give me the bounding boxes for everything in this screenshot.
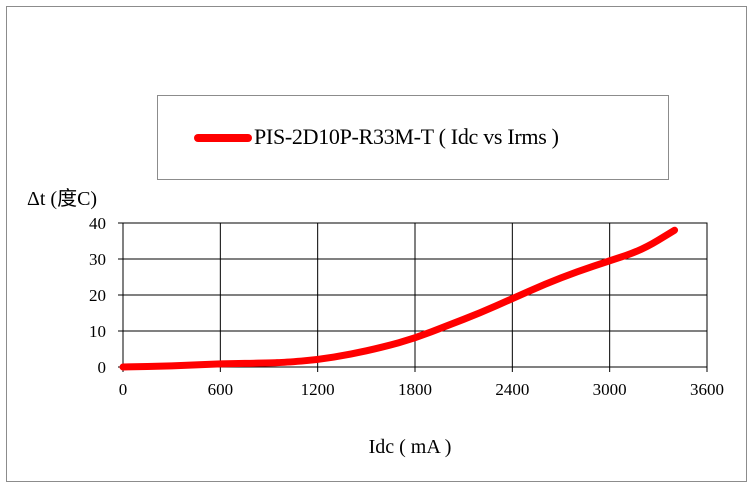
x-tick-label: 0 bbox=[119, 380, 128, 399]
series-line bbox=[119, 226, 679, 371]
x-axis-label: Idc ( mA ) bbox=[368, 436, 452, 458]
chart-frame bbox=[6, 6, 747, 482]
legend-swatch bbox=[194, 134, 252, 142]
data-point bbox=[479, 312, 481, 314]
data-point bbox=[219, 363, 221, 365]
y-tick-label: 40 bbox=[89, 214, 106, 233]
data-point bbox=[544, 283, 546, 285]
data-point bbox=[171, 365, 173, 367]
data-point bbox=[268, 362, 270, 364]
data-point bbox=[446, 325, 448, 327]
y-tick-label: 0 bbox=[98, 358, 107, 377]
y-tick-label: 30 bbox=[89, 250, 106, 269]
series-layer bbox=[119, 226, 679, 371]
data-point bbox=[511, 298, 513, 300]
data-point bbox=[609, 260, 611, 262]
data-point bbox=[576, 271, 578, 273]
data-point bbox=[641, 249, 643, 251]
x-tick-label: 1800 bbox=[398, 380, 432, 399]
data-point bbox=[122, 366, 124, 368]
data-point bbox=[674, 229, 676, 231]
data-point bbox=[284, 361, 286, 363]
data-point bbox=[414, 337, 416, 339]
data-point bbox=[317, 359, 319, 361]
x-tick-label: 3000 bbox=[593, 380, 627, 399]
x-tick-label: 3600 bbox=[690, 380, 724, 399]
x-tick-label: 1200 bbox=[301, 380, 335, 399]
data-point bbox=[382, 346, 384, 348]
tick-labels: 0 600 1200 1800 2400 3000 3600 0 10 20 30 40 bbox=[89, 214, 724, 399]
y-tick-label: 10 bbox=[89, 322, 106, 341]
x-tick-label: 600 bbox=[208, 380, 234, 399]
legend-label: PIS-2D10P-R33M-T ( Idc vs Irms ) bbox=[254, 124, 559, 149]
y-axis-label: Δt (度C) bbox=[27, 188, 98, 210]
legend: PIS-2D10P-R33M-T ( Idc vs Irms ) bbox=[157, 95, 669, 180]
gridlines bbox=[118, 222, 708, 372]
y-tick-label: 20 bbox=[89, 286, 106, 305]
x-tick-label: 2400 bbox=[495, 380, 529, 399]
data-point bbox=[349, 353, 351, 355]
